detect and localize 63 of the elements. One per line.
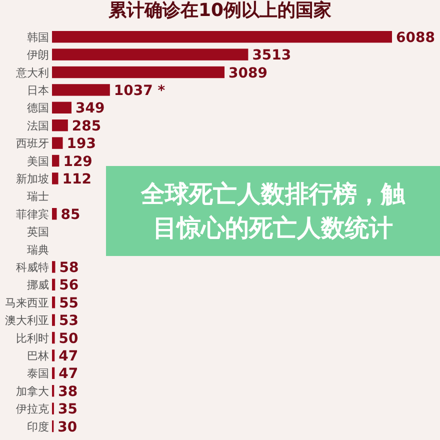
y-tick-label: 法国 (27, 119, 49, 132)
y-tick-label: 西班牙 (16, 137, 49, 150)
y-tick-label: 加拿大 (16, 384, 49, 398)
data-label: 193 (66, 136, 96, 152)
bar (52, 172, 58, 184)
data-label: 112 (62, 171, 92, 188)
bar (52, 102, 72, 114)
y-tick-label: 马来西亚 (5, 296, 49, 310)
y-tick-label: 美国 (27, 154, 49, 168)
y-tick-label: 伊朗 (27, 48, 49, 62)
y-tick-label: 菲律宾 (16, 208, 49, 221)
y-tick-label: 澳大利亚 (5, 314, 49, 328)
y-tick-label: 伊拉克 (16, 402, 49, 416)
chart-title: 累计确诊在10例以上的国家 (107, 0, 332, 21)
data-label: 85 (60, 206, 80, 223)
y-tick-label: 挪威 (27, 278, 49, 292)
data-label: 58 (59, 260, 79, 276)
data-label: 285 (72, 118, 102, 134)
bar (52, 31, 392, 43)
data-label: 50 (58, 330, 79, 347)
data-label: 38 (58, 384, 78, 400)
data-label: 3089 (228, 65, 268, 82)
bar (52, 154, 60, 167)
bar (52, 137, 63, 149)
bar (52, 332, 55, 344)
y-tick-label: 比利时 (16, 332, 49, 345)
y-tick-label: 科威特 (16, 260, 49, 274)
y-tick-label: 韩国 (27, 30, 49, 44)
bar (52, 208, 57, 220)
y-tick-label: 瑞士 (27, 190, 49, 204)
y-tick-label: 意大利 (15, 66, 49, 80)
y-tick-label: 德国 (27, 102, 49, 115)
data-label: 55 (59, 295, 79, 312)
bar (52, 350, 55, 362)
data-label: 56 (59, 278, 79, 294)
bar (52, 261, 56, 273)
y-tick-label: 泰国 (27, 367, 49, 380)
bar (52, 48, 248, 60)
data-label: 349 (75, 100, 105, 117)
y-tick-label: 新加坡 (16, 172, 49, 186)
data-label: 30 (58, 419, 78, 436)
y-tick-label: 巴林 (27, 349, 49, 362)
data-label: 53 (58, 313, 78, 330)
data-label: 129 (63, 154, 92, 170)
bar (52, 314, 55, 326)
y-tick-label: 英国 (27, 226, 49, 239)
y-tick-label: 日本 (27, 84, 49, 97)
bar (52, 84, 110, 96)
caption-banner: 全球死亡人数排行榜，触目惊心的死亡人数统计 (106, 166, 440, 256)
data-label: 6088 (396, 30, 435, 46)
data-label: 35 (58, 402, 78, 418)
bar (52, 296, 56, 308)
data-label: 47 (58, 366, 78, 382)
y-tick-label: 瑞典 (27, 243, 49, 256)
data-label: 3513 (252, 48, 292, 64)
data-label: 47 (58, 348, 78, 364)
bar (52, 367, 55, 379)
annotation: 全球死亡人数排行榜，触目惊心的死亡人数统计 (140, 180, 406, 242)
bar (52, 66, 225, 78)
bar (52, 120, 68, 132)
bar (52, 278, 56, 290)
y-tick-label: 印度 (27, 420, 49, 434)
data-label: 1037 * (114, 82, 166, 99)
